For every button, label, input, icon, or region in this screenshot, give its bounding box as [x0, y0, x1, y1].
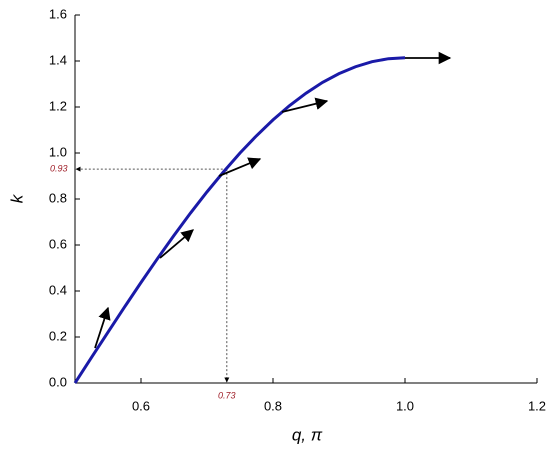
y-tick-label: 1.6 — [49, 6, 67, 21]
arrow — [94, 306, 111, 349]
plot-area: 0.0 0.2 0.4 0.6 0.8 1.0 1.2 1.4 1.6 0.6 0.8 1.0 1.2 0… — [49, 6, 546, 413]
y-tick-label: 1.0 — [49, 144, 67, 159]
arrow — [218, 157, 262, 177]
x-tick-label: 1.2 — [528, 398, 546, 413]
arrow — [159, 229, 194, 259]
arrow — [281, 97, 329, 113]
line — [73, 56, 406, 384]
y-tick-label: 0.4 — [49, 282, 67, 297]
x-tick-label: 1.0 — [396, 398, 414, 413]
guide-label: 0.73 — [218, 390, 236, 400]
y-tick-label: 0.0 — [49, 374, 67, 389]
guide-label: 0.93 — [50, 163, 68, 173]
y-tick-label: 0.6 — [49, 236, 67, 251]
y-tick-label: 0.8 — [49, 190, 67, 205]
x-tick-label: 0.8 — [264, 398, 282, 413]
x-axis-label: q, π — [292, 425, 323, 444]
tangent-arrows — [94, 51, 452, 349]
x-tick-label: 0.6 — [132, 398, 150, 413]
y-tick-label: 1.2 — [49, 98, 67, 113]
y-tick-label: 1.4 — [49, 52, 67, 67]
y-tick-label: 0.2 — [49, 328, 67, 343]
y-axis-label: k — [7, 193, 26, 203]
